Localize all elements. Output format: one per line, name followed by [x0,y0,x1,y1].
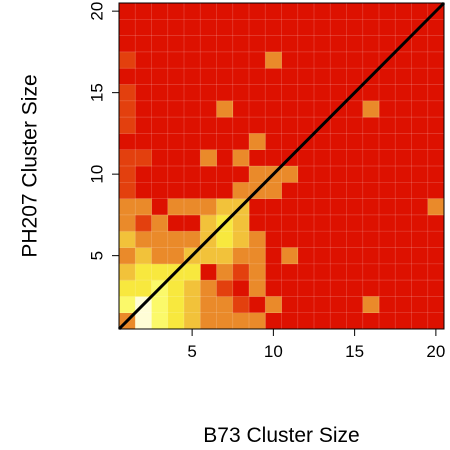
heatmap-cell [151,231,169,248]
heatmap-cell [216,280,234,297]
heatmap-cell [281,166,299,183]
heatmap-cell [200,247,217,265]
heatmap-cell [232,263,250,281]
heatmap-cell [184,231,201,248]
heatmap-cell [135,231,152,248]
heatmap-cell [216,312,234,330]
heatmap-cell [184,280,201,297]
heatmap-cell [167,312,185,330]
heatmap-cell [281,247,299,265]
heatmap-cell [167,231,185,248]
heatmap-cell [167,296,185,313]
heatmap-cell [265,182,282,199]
heatmap-cell [135,214,152,232]
heatmap-cell [151,312,169,330]
heatmap-cell [151,214,169,232]
heatmap-cell [216,231,234,248]
x-tick-label: 5 [187,342,196,361]
heatmap-cell [232,247,250,265]
heatmap-cell [232,149,250,167]
heatmap-cell [119,149,136,167]
heatmap-cell [216,263,234,281]
heatmap-cell [167,280,185,297]
heatmap-cell [200,214,217,232]
heatmap-cell [232,214,250,232]
heatmap-cell [119,214,136,232]
y-tick-label: 5 [88,251,107,260]
heatmap-cell [362,100,380,118]
heatmap-cell [151,247,169,265]
heatmap-cell [216,296,234,313]
heatmap-cell [200,280,217,297]
heatmap-cell [119,280,136,297]
heatmap-cell [135,312,152,330]
heatmap-cell [119,231,136,248]
y-tick-label: 20 [88,2,107,21]
heatmap-cell [151,263,169,281]
heatmap-cell [119,84,136,102]
x-axis: 5 10 15 20 [187,329,445,361]
heatmap-cell [151,296,169,313]
heatmap-cell [119,198,136,216]
heatmap-cell [249,263,266,281]
heatmap-cell [232,182,250,199]
heatmap-cell [216,198,234,216]
y-axis: 5 10 15 20 [88,2,119,260]
heatmap-cell [216,100,234,118]
heatmap-cell [200,296,217,313]
diagonal-line [117,1,446,331]
heatmap-cell [265,51,282,69]
plot-frame [118,2,445,330]
heatmap-cell [184,312,201,330]
heatmap-cell [249,231,266,248]
heatmap-cell [232,312,250,330]
heatmap-cell [216,247,234,265]
y-axis-label: PH207 Cluster Size [19,74,42,257]
heatmap-cell [135,198,152,216]
heatmap-cell [119,263,136,281]
heatmap-cell [200,198,217,216]
x-tick-label: 20 [426,342,445,361]
heatmap-cell [135,247,152,265]
heatmap-cell [167,247,185,265]
heatmap-cell [232,296,250,313]
heatmap-cell [249,247,266,265]
heatmap-cell [249,133,266,150]
heatmap-cell [184,296,201,313]
x-tick-label: 10 [264,342,283,361]
x-tick-label: 15 [345,342,364,361]
heatmap-cell [135,149,152,167]
heatmap-cell [362,296,380,313]
heatmap-cell [184,198,201,216]
x-axis-label: B73 Cluster Size [203,424,359,447]
heatmap-cell [119,166,136,183]
heatmap-cell [119,117,136,134]
heatmap-cell [119,100,136,118]
y-tick-label: 15 [88,83,107,102]
heatmap-cell [184,263,201,281]
heatmap-cell [135,280,152,297]
y-tick-label: 10 [88,165,107,184]
heatmap-cell [167,198,185,216]
heatmap-cell [249,312,266,330]
heatmap-cell [119,51,136,69]
heatmap-cell [249,280,266,297]
heatmap-cell [119,182,136,199]
heatmap-cell [249,166,266,183]
heatmap-cell [119,296,136,313]
heatmap-cell [135,263,152,281]
heatmap-cell [200,149,217,167]
heatmap-cell [427,198,445,216]
heatmap-cell [200,312,217,330]
heatmap-cell [119,247,136,265]
heatmap-cell [232,231,250,248]
heatmap-cell [265,296,282,313]
